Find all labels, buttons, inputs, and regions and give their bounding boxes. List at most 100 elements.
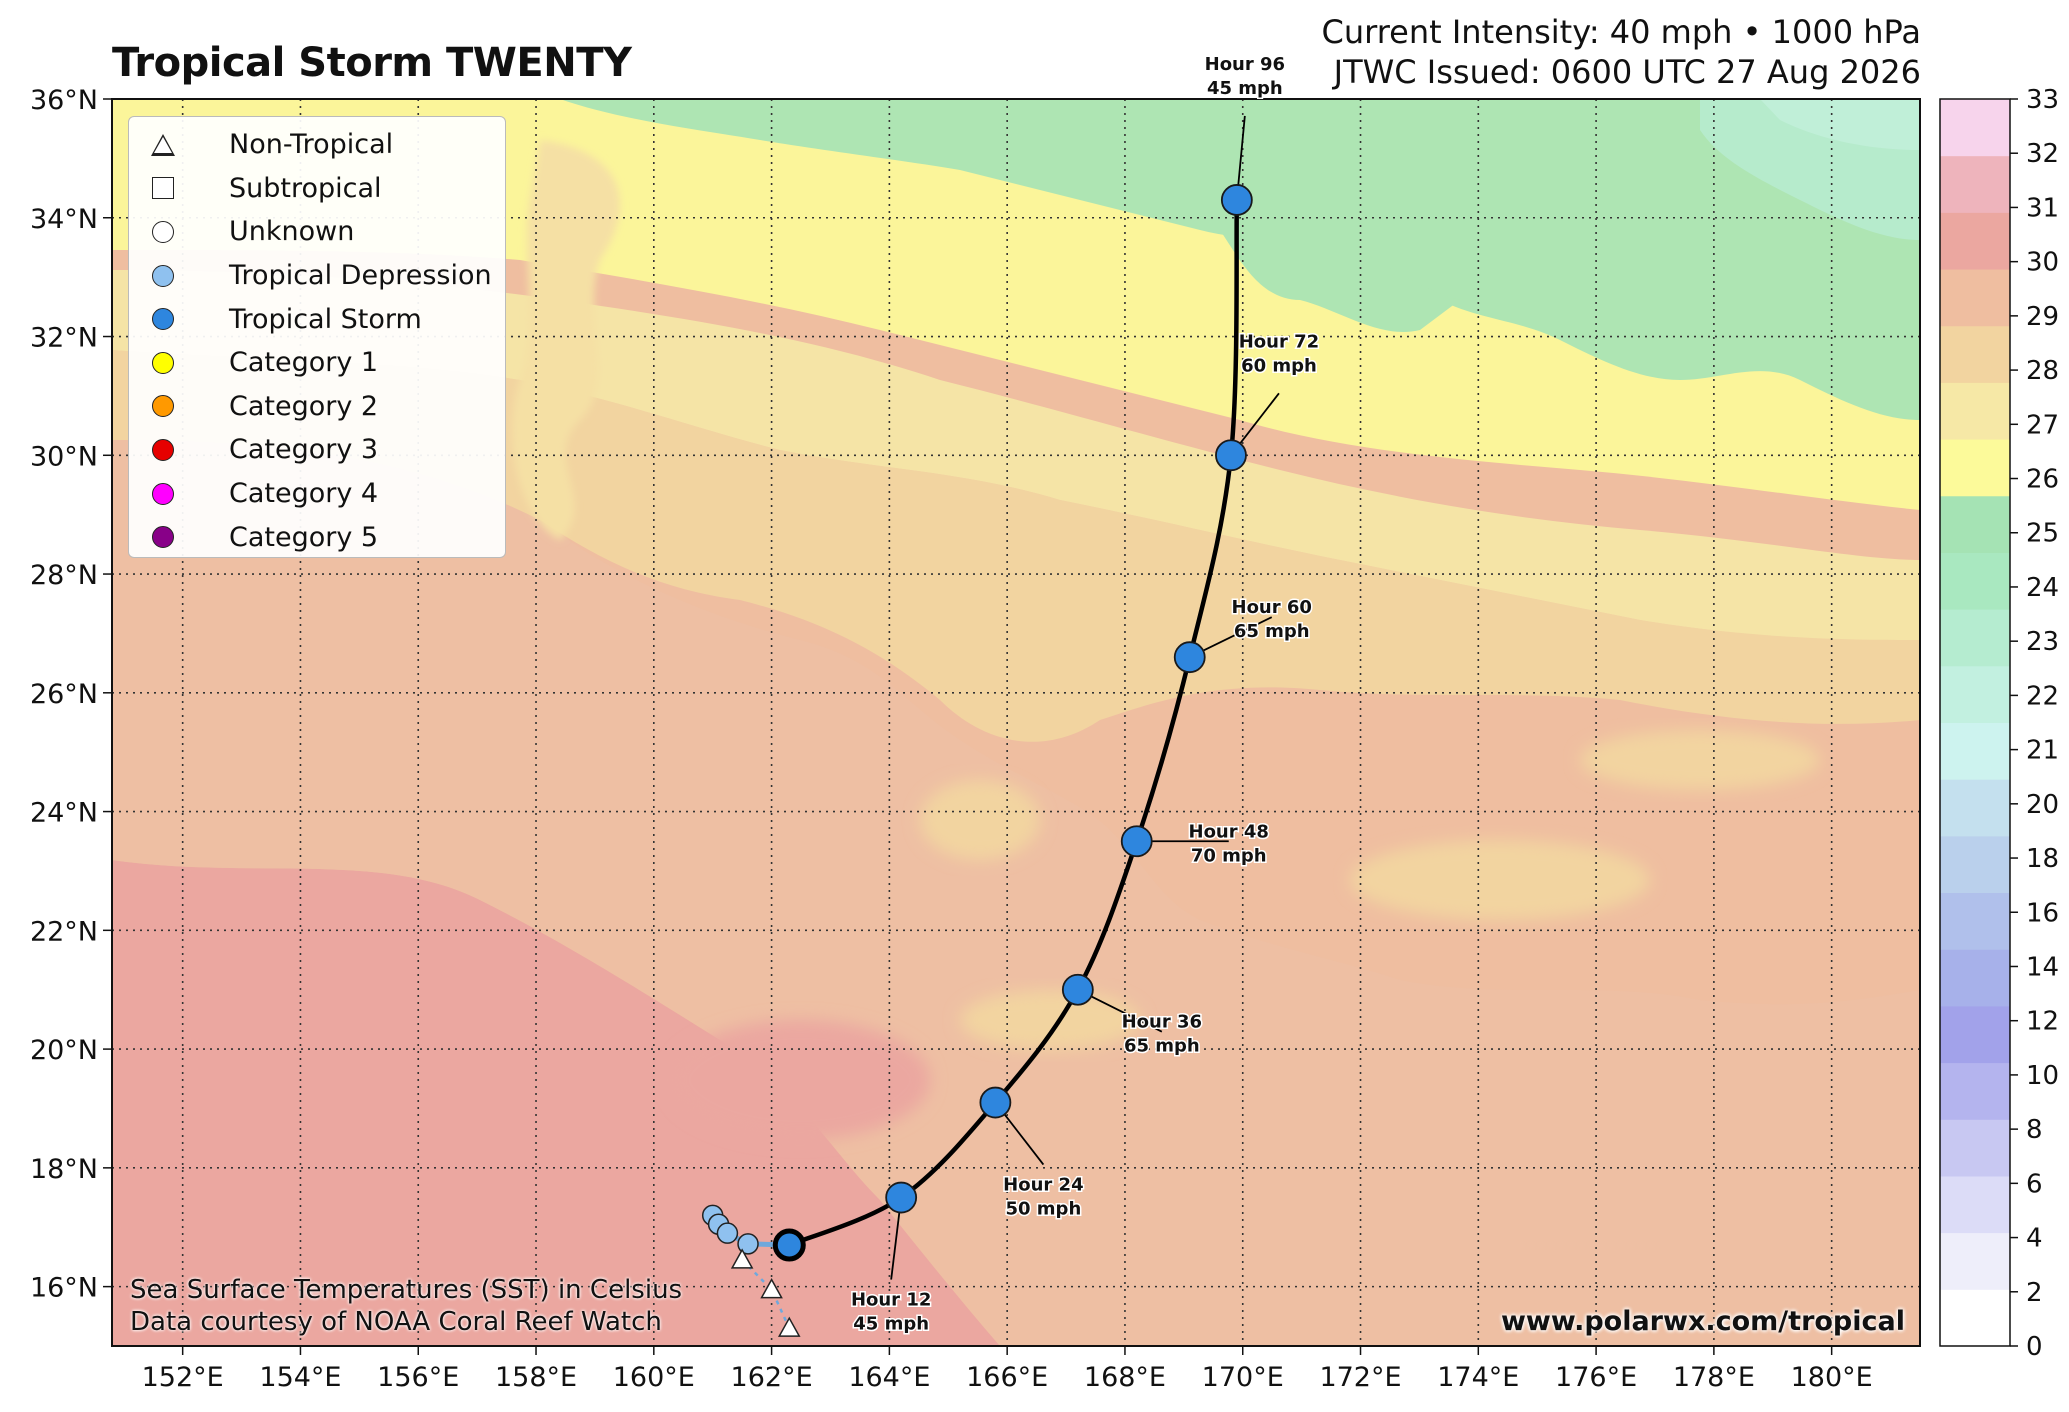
colorbar-tick-label: 4: [2026, 1224, 2043, 1254]
legend-label: Category 3: [229, 434, 379, 466]
colorbar-tick-label: 29: [2026, 302, 2059, 332]
legend-symbol: [139, 177, 187, 200]
colorbar-frame: [1939, 98, 2011, 1347]
storm-title: Tropical Storm TWENTY: [112, 40, 632, 86]
lon-tick-label: 170°E: [1202, 1362, 1284, 1393]
legend-symbol: [139, 264, 187, 287]
storm-track: Hour 12 45 mph Hour 24 50 mph Hour 36 65 mph H…: [701, 52, 1321, 1337]
colorbar-tick-label: 6: [2026, 1169, 2043, 1199]
circle-icon: [152, 351, 174, 374]
forecast-wind-label: 65 mph: [1124, 1036, 1200, 1057]
legend-label: Unknown: [229, 216, 355, 248]
colorbar-tick-label: 18: [2026, 844, 2059, 874]
lat-tick-label: 32°N: [30, 323, 98, 354]
sst-note-line2: Data courtesy of NOAA Coral Reef Watch: [130, 1307, 662, 1337]
colorbar-segment: [1940, 1062, 2010, 1120]
legend-label: Category 2: [229, 390, 379, 422]
legend-symbol: [139, 308, 187, 331]
circle-icon: [152, 308, 174, 331]
forecast-wind-label: 45 mph: [1207, 78, 1283, 99]
forecast-wind-label: 70 mph: [1191, 845, 1267, 866]
past-marker-nontropical: [760, 1278, 783, 1299]
legend-item: Category 4: [129, 472, 505, 516]
lat-tick-label: 26°N: [30, 679, 98, 710]
colorbar-tick-label: 22: [2026, 681, 2059, 711]
colorbar-tick-label: 0: [2026, 1332, 2043, 1362]
legend-item: Category 2: [129, 385, 505, 429]
square-icon: [152, 177, 174, 200]
legend-symbol: [139, 438, 187, 461]
legend-label: Category 5: [229, 521, 379, 553]
forecast-hour-label: Hour 36: [1122, 1012, 1202, 1033]
lon-tick-label: 164°E: [848, 1362, 930, 1393]
colorbar-segment: [1940, 269, 2010, 327]
legend-symbol: [139, 482, 187, 505]
lat-tick-label: 36°N: [30, 85, 98, 116]
legend-symbol: [139, 526, 187, 549]
forecast-marker: [1220, 184, 1253, 216]
lat-tick-label: 16°N: [30, 1273, 98, 1304]
legend-label: Category 4: [229, 478, 379, 510]
legend-item: Category 3: [129, 428, 505, 472]
forecast-marker: [1061, 973, 1094, 1006]
lon-tick-label: 166°E: [966, 1362, 1048, 1393]
colorbar-segment: [1940, 665, 2010, 723]
lat-tick-label: 28°N: [30, 560, 98, 591]
circle-icon: [152, 438, 174, 461]
circle-icon: [152, 526, 174, 549]
forecast-wind-label: 45 mph: [853, 1314, 929, 1335]
colorbar-segment: [1940, 155, 2010, 213]
forecast-hour-label: Hour 24: [1003, 1175, 1083, 1196]
forecast-hour-label: Hour 12: [851, 1290, 931, 1311]
colorbar-segment: [1940, 722, 2010, 780]
legend-item: Non-Tropical: [129, 123, 505, 167]
past-marker: [716, 1222, 739, 1244]
circle-icon: [152, 220, 174, 243]
legend-symbol: [139, 220, 187, 243]
lat-tick-label: 24°N: [30, 798, 98, 829]
current-intensity: Current Intensity: 40 mph • 1000 hPa: [1321, 13, 1922, 51]
forecast-marker: [1173, 641, 1206, 674]
issued-time: JTWC Issued: 0600 UTC 27 Aug 2026: [1333, 53, 1921, 91]
lon-tick-label: 178°E: [1673, 1362, 1755, 1393]
legend-item: Tropical Depression: [129, 254, 505, 298]
colorbar-segment: [1940, 609, 2010, 667]
colorbar-segment: [1940, 1289, 2010, 1347]
forecast-marker: [979, 1086, 1012, 1119]
sst-background: [112, 99, 1920, 1346]
lon-tick-label: 168°E: [1084, 1362, 1166, 1393]
legend-symbol: [139, 351, 187, 374]
lat-tick-label: 18°N: [30, 1154, 98, 1185]
past-marker-nontropical: [777, 1316, 801, 1337]
lon-tick-label: 154°E: [259, 1362, 341, 1393]
forecast-wind-label: 50 mph: [1005, 1199, 1081, 1220]
colorbar-segment: [1940, 1175, 2010, 1234]
colorbar-segment: [1940, 1119, 2010, 1177]
gridlines: [112, 98, 1920, 1346]
colorbar-segment: [1940, 439, 2010, 497]
legend-item: Tropical Storm: [129, 297, 505, 341]
lat-tick-label: 22°N: [30, 916, 98, 947]
forecast-marker: [1120, 825, 1153, 858]
colorbar-tick-label: 10: [2026, 1061, 2059, 1091]
colorbar-segment: [1940, 495, 2010, 553]
colorbar-tick-label: 16: [2026, 898, 2059, 928]
colorbar-segment: [1940, 779, 2010, 837]
colorbar-tick-label: 32: [2026, 139, 2059, 169]
circle-icon: [152, 395, 174, 418]
colorbar-segment: [1940, 99, 2010, 157]
colorbar-tick-label: 31: [2026, 193, 2059, 223]
lat-tick-label: 30°N: [30, 441, 98, 472]
legend-item: Category 1: [129, 341, 505, 385]
colorbar-tick-label: 28: [2026, 356, 2059, 386]
forecast-hour-label: Hour 72: [1239, 331, 1319, 352]
legend-label: Tropical Depression: [229, 260, 492, 292]
legend: Non-Tropical Subtropical Unknown Tropical D…: [128, 116, 506, 558]
colorbar-tick-label: 21: [2026, 736, 2059, 766]
lat-tick-label: 20°N: [30, 1035, 98, 1066]
colorbar-tick-label: 2: [2026, 1278, 2043, 1308]
colorbar-segment: [1940, 552, 2010, 610]
colorbar-tick-label: 14: [2026, 952, 2059, 982]
lat-tick-label: 34°N: [30, 204, 98, 235]
axes: 152°E 154°E 156°E 158°E 160°E 162°E 164°E 166°E…: [30, 85, 1873, 1393]
